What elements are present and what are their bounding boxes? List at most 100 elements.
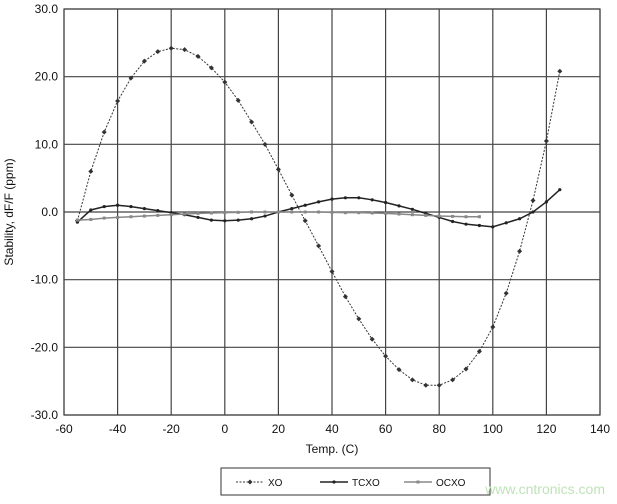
data-point — [436, 382, 442, 388]
data-point — [397, 204, 401, 208]
series-line — [76, 189, 561, 228]
data-point — [141, 58, 147, 64]
data-point — [182, 47, 188, 53]
data-point — [263, 214, 267, 218]
data-point — [303, 203, 307, 207]
data-point — [437, 214, 441, 218]
data-point — [275, 166, 281, 172]
y-tick-label: 10.0 — [35, 137, 59, 151]
series-layer — [74, 45, 563, 388]
x-tick-label: 120 — [536, 422, 556, 436]
data-point — [370, 211, 374, 215]
data-point — [424, 213, 428, 217]
x-tick-label: 40 — [325, 422, 339, 436]
data-point — [116, 215, 120, 219]
x-tick-label: -40 — [109, 422, 127, 436]
data-point — [262, 141, 268, 147]
data-point — [464, 215, 468, 219]
x-tick-label: -20 — [163, 422, 181, 436]
data-point — [289, 192, 295, 198]
data-point — [115, 98, 121, 104]
data-point — [476, 348, 482, 354]
data-point — [490, 324, 496, 330]
data-point — [451, 219, 455, 224]
data-point — [543, 138, 549, 144]
data-point — [290, 207, 294, 211]
legend-box — [220, 467, 491, 496]
data-point — [101, 129, 107, 135]
data-point — [316, 243, 322, 249]
x-axis-label: Temp. (C) — [306, 442, 359, 456]
x-tick-label: 0 — [221, 422, 228, 436]
data-point — [236, 210, 240, 214]
plot-frame — [63, 8, 601, 416]
y-tick-label: -30.0 — [31, 408, 59, 422]
data-point — [222, 79, 228, 85]
data-point — [477, 215, 481, 219]
data-point — [142, 214, 146, 218]
data-point — [183, 212, 187, 216]
data-point — [209, 211, 213, 215]
data-point — [102, 204, 106, 209]
data-point — [208, 65, 214, 71]
data-point — [102, 216, 106, 220]
legend: XO TCXO OCXO — [220, 467, 491, 496]
data-point — [196, 215, 200, 220]
data-point — [88, 168, 94, 174]
data-point — [384, 200, 388, 205]
legend-item-ocxo: OCXO — [404, 478, 466, 489]
data-point — [209, 218, 213, 222]
data-point — [223, 211, 227, 215]
data-point — [250, 217, 254, 221]
data-point — [276, 210, 280, 214]
data-point — [409, 377, 415, 383]
data-point — [89, 217, 93, 221]
data-point — [518, 217, 522, 221]
y-tick-label: 20.0 — [35, 70, 59, 84]
grid — [63, 8, 601, 416]
x-tick-label: 80 — [433, 422, 447, 436]
data-point — [530, 197, 536, 203]
y-tick-label: -20.0 — [31, 340, 59, 354]
data-point — [504, 221, 508, 225]
data-point — [450, 377, 456, 383]
data-point — [396, 367, 402, 373]
data-point — [477, 223, 481, 228]
data-point — [416, 480, 420, 484]
data-point — [317, 200, 321, 204]
data-point — [303, 210, 307, 214]
data-point — [342, 294, 348, 300]
data-point — [397, 212, 401, 216]
data-point — [423, 382, 429, 388]
series-tcxo — [75, 188, 562, 229]
data-point — [156, 213, 160, 217]
data-point — [236, 218, 240, 222]
data-point — [558, 188, 562, 192]
x-tick-label: 20 — [272, 422, 286, 436]
data-point — [369, 336, 375, 342]
data-point — [464, 222, 468, 226]
data-point — [357, 196, 361, 200]
x-tick-label: 100 — [483, 422, 503, 436]
data-point — [235, 97, 241, 103]
legend-label: TCXO — [352, 478, 380, 489]
tick-labels: -60 -40 -20 0 20 40 60 80 100 120 140 30.0 20.0 10.0 0… — [31, 2, 611, 436]
data-point — [155, 49, 161, 55]
data-point — [343, 196, 347, 200]
data-point — [356, 316, 362, 322]
data-point — [463, 366, 469, 372]
x-tick-label: 140 — [590, 422, 610, 436]
data-point — [329, 269, 335, 275]
y-tick-label: -10.0 — [31, 273, 59, 287]
data-point — [129, 215, 133, 219]
series-xo — [74, 45, 563, 388]
data-point — [557, 68, 563, 74]
data-point — [249, 119, 255, 125]
data-point — [263, 210, 267, 214]
data-point — [384, 211, 388, 215]
data-point — [317, 210, 321, 214]
data-point — [517, 248, 523, 254]
data-point — [332, 480, 336, 484]
legend-label: XO — [268, 478, 283, 489]
data-point — [410, 213, 414, 217]
